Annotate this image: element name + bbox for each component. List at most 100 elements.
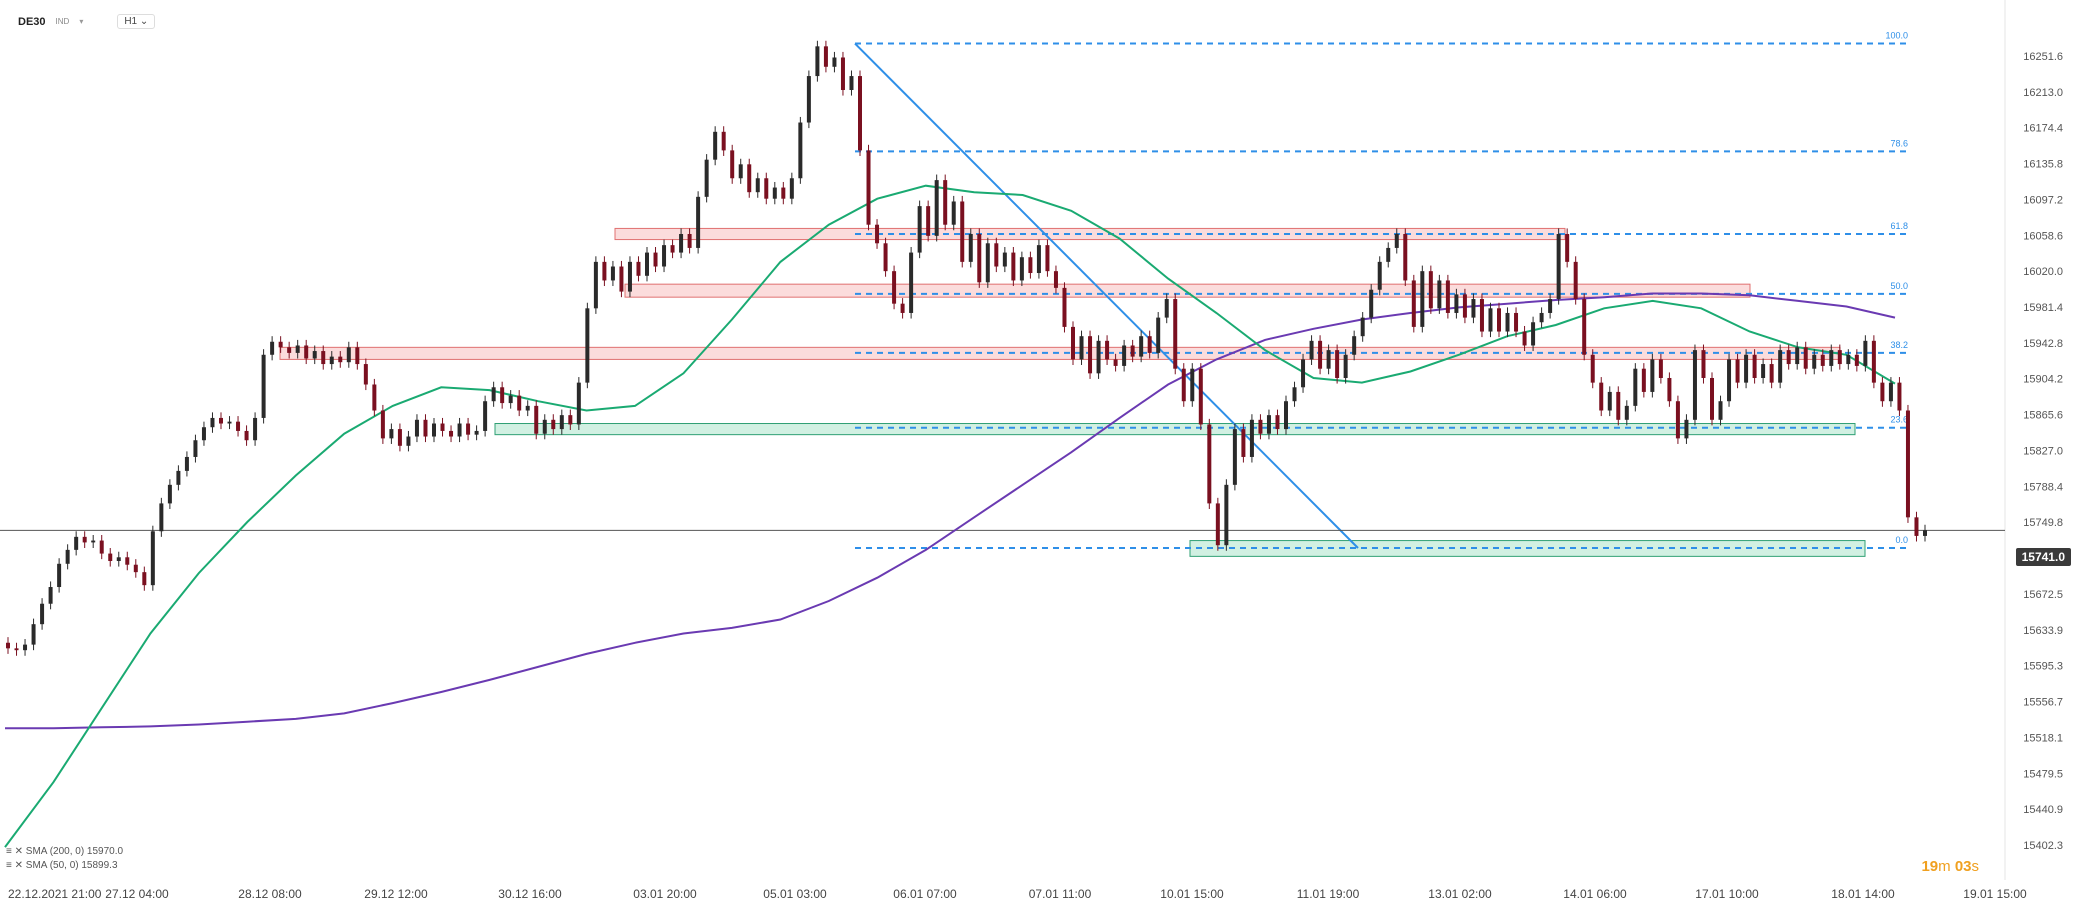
candle-body [1377, 261, 1382, 290]
fib-level-label: 100.0 [1885, 31, 1908, 41]
x-tick-label: 30.12 16:00 [498, 887, 562, 901]
candle-body [738, 164, 743, 179]
candle-body [704, 159, 709, 197]
y-tick-label: 16174.4 [2023, 123, 2063, 135]
candle-body [926, 206, 931, 236]
candle-body [1266, 415, 1271, 434]
candle-body [900, 303, 905, 313]
candle-body [1786, 350, 1791, 365]
y-tick-label: 15981.4 [2023, 302, 2063, 314]
close-icon[interactable]: ✕ [14, 860, 24, 871]
candle-body [568, 415, 573, 425]
candle-body [1164, 299, 1169, 318]
legend-sma200[interactable]: ≡ ✕ SMA (200, 0) 15970.0 [6, 845, 123, 859]
candle-body [125, 557, 130, 565]
candle-body [1352, 336, 1357, 355]
candle-body [270, 341, 275, 355]
y-tick-label: 15402.3 [2023, 840, 2063, 852]
candle-body [184, 456, 189, 471]
candle-body [1096, 340, 1101, 374]
candle-body [960, 201, 965, 262]
candle-body [253, 417, 258, 441]
candle-body [551, 419, 556, 430]
candle-body [372, 384, 377, 411]
x-tick-label: 06.01 07:00 [893, 887, 957, 901]
x-tick-label: 18.01 14:00 [1831, 887, 1895, 901]
candle-body [1829, 350, 1834, 366]
candle-body [1897, 382, 1902, 411]
legend-sma200-label: SMA (200, 0) 15970.0 [25, 846, 124, 857]
candle-body [917, 206, 922, 253]
zone-red [624, 283, 1751, 298]
candle-body [721, 131, 726, 151]
candle-body [1633, 368, 1638, 406]
candle-body [1795, 347, 1800, 365]
candle-body [491, 387, 496, 402]
y-tick-label: 15749.8 [2023, 517, 2063, 529]
candle-body [866, 150, 871, 225]
candle-body [883, 243, 888, 272]
candle-body [1019, 257, 1024, 281]
y-tick-label: 16135.8 [2023, 159, 2063, 171]
candle-body [1420, 271, 1425, 327]
current-price-badge: 15741.0 [2015, 548, 2071, 566]
menu-icon[interactable]: ≡ [6, 846, 12, 857]
candle-body [244, 430, 249, 441]
menu-icon[interactable]: ≡ [6, 860, 12, 871]
candle-body [1701, 350, 1706, 378]
candle-body [142, 572, 147, 586]
candle-body [1565, 233, 1570, 262]
legend-sma50[interactable]: ≡ ✕ SMA (50, 0) 15899.3 [6, 859, 123, 873]
candle-body [167, 484, 172, 504]
candle-body [1684, 419, 1689, 439]
candle-body [1275, 415, 1280, 430]
candle-body [389, 429, 394, 439]
candle-body [1505, 312, 1510, 332]
candle-body [1403, 233, 1408, 281]
candle-body [1249, 419, 1254, 457]
candle-body [1854, 354, 1859, 366]
candle-body [1548, 299, 1553, 313]
candle-body [483, 401, 488, 431]
symbol-label[interactable]: DE30 [18, 15, 46, 28]
candle-body [57, 563, 62, 588]
candle-body [645, 252, 649, 276]
candle-body [610, 266, 615, 281]
candle-body [602, 261, 607, 281]
candle-body [1727, 359, 1732, 402]
candle-body [1556, 233, 1561, 300]
candle-body [159, 503, 164, 532]
candle-body [201, 427, 206, 441]
y-tick-label: 16251.6 [2023, 51, 2063, 63]
candle-body [432, 423, 436, 437]
candle-body [1607, 391, 1612, 411]
candle-body [380, 410, 385, 439]
y-tick-label: 15440.9 [2023, 804, 2063, 816]
candle-body [1088, 336, 1093, 374]
candle-body [1411, 280, 1416, 327]
trendline [854, 42, 1359, 549]
candle-body [1692, 350, 1697, 420]
candle-body [1318, 340, 1323, 369]
candle-body [150, 531, 155, 586]
sma50-line [4, 184, 1896, 848]
candle-body [304, 345, 309, 359]
candle-body [747, 164, 752, 193]
sma200-line [5, 292, 1896, 730]
candle-body [1846, 354, 1851, 365]
candle-body [858, 76, 862, 151]
chevron-down-icon[interactable]: ▾ [79, 17, 84, 26]
candle-body [338, 356, 343, 363]
timeframe-select[interactable]: H1 ⌄ [117, 14, 156, 29]
y-tick-label: 15518.1 [2023, 732, 2063, 744]
candle-body [713, 131, 718, 160]
y-tick-label: 15904.2 [2023, 374, 2063, 386]
chart-header: DE30 IND ▾ H1 ⌄ [18, 14, 156, 29]
candle-body [414, 419, 419, 437]
candle-body [1198, 368, 1203, 425]
candle-body [23, 644, 28, 651]
candle-body [1531, 322, 1536, 346]
close-icon[interactable]: ✕ [14, 846, 24, 857]
candle-body [1437, 280, 1442, 309]
